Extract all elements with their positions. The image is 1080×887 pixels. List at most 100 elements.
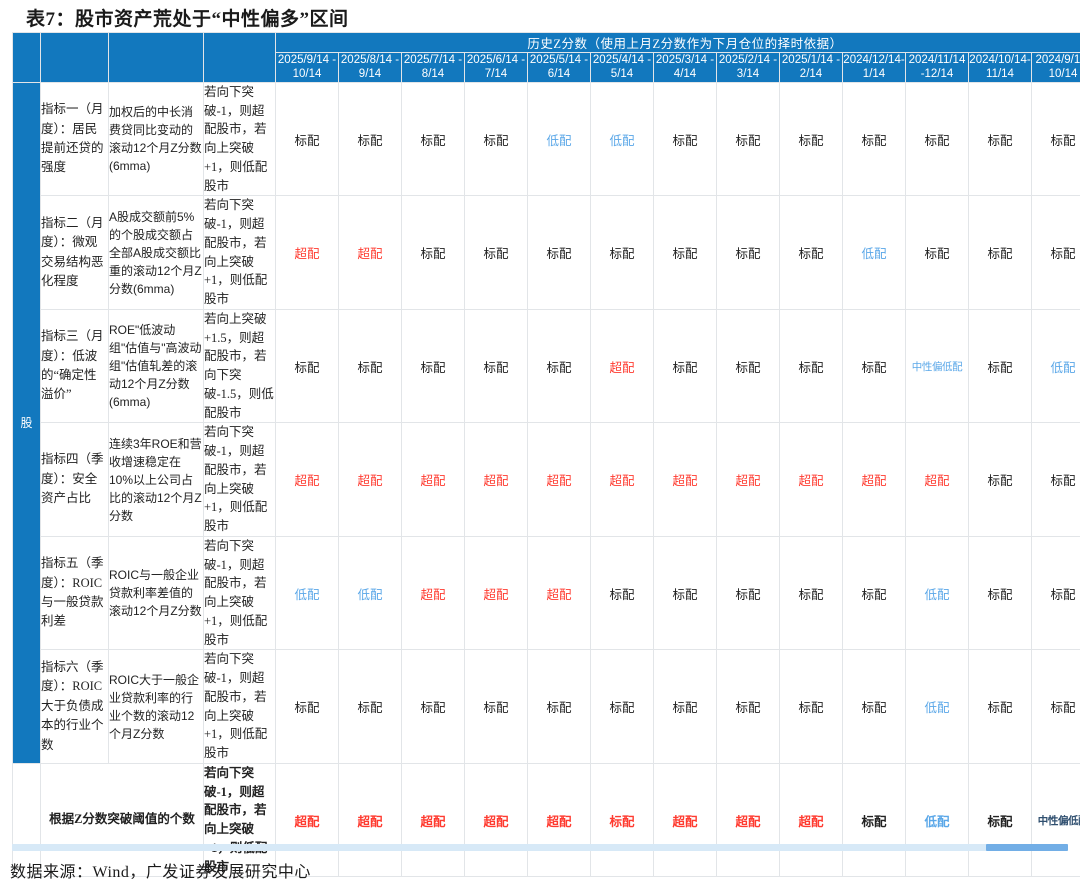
header-period-8: 2025/1/14 - 2/14: [779, 52, 843, 83]
header-period-6: 2025/3/14 - 4/14: [653, 52, 717, 83]
allocation-cell: 标配: [716, 195, 780, 310]
table-row: 指标二（月度）：微观交易结构恶化程度 A股成交额前5%的个股成交额占全部A股成交额…: [13, 195, 1080, 310]
allocation-cell: 标配: [968, 649, 1032, 764]
allocation-cell: 标配: [590, 535, 654, 651]
allocation-cell: 标配: [968, 308, 1032, 424]
header-period-3: 2025/6/14 - 7/14: [464, 52, 528, 83]
allocation-cell: 标配: [401, 81, 465, 197]
table-row: 指标六（季度）：ROIC大于负债成本的行业个数 ROIC大于一般企业贷款利率的行业…: [13, 649, 1080, 764]
row-timing-rule: 若向下突破-1，则超配股市，若向上突破+1，则低配股市: [203, 535, 276, 651]
header-period-12: 2024/9/14- 10/14: [1030, 52, 1080, 83]
header-period-row: 2025/9/14 - 10/14 2025/8/14 - 9/14 2025/…: [13, 52, 1080, 83]
row-indicator-name: 指标五（季度）：ROIC与一般贷款利差: [40, 535, 109, 651]
row-timing-rule: 若向下突破-1，则超配股市，若向上突破+1，则低配股市: [203, 81, 276, 197]
summary-allocation-cell: 超配: [275, 762, 339, 878]
allocation-cell: 超配: [401, 422, 465, 537]
row-indicator-definition: 加权后的中长消费贷同比变动的滚动12个月Z分数(6mma): [108, 81, 204, 197]
allocation-cell: 标配: [779, 649, 843, 764]
allocation-cell: 超配: [464, 422, 528, 537]
row-timing-rule: 若向下突破-1，则超配股市，若向上突破+1，则低配股市: [203, 422, 276, 537]
summary-allocation-cell: 超配: [464, 762, 528, 878]
allocation-cell: 超配: [401, 535, 465, 651]
allocation-cell: 标配: [1030, 195, 1080, 310]
allocation-cell: 超配: [527, 422, 591, 537]
header-period-7: 2025/2/14 - 3/14: [716, 52, 780, 83]
allocation-cell: 标配: [464, 195, 528, 310]
row-indicator-name: 指标四（季度）：安全资产占比: [40, 422, 109, 537]
allocation-cell: 标配: [275, 81, 339, 197]
table-body: 股指标一（月度）：居民提前还贷的强度 加权后的中长消费贷同比变动的滚动12个月Z分…: [12, 81, 1080, 878]
allocation-cell: 标配: [779, 195, 843, 310]
allocation-cell: 标配: [1030, 81, 1080, 197]
allocation-cell: 标配: [464, 649, 528, 764]
allocation-cell: 低配: [842, 195, 906, 310]
allocation-cell: 超配: [905, 422, 969, 537]
header-blank-def: [108, 32, 204, 83]
table-row: 指标三（月度）：低波的“确定性溢价” ROE"低波动组"估值与"高波动组"估值轧差…: [13, 308, 1080, 424]
asset-class-band: 股: [12, 81, 41, 764]
table-row: 指标五（季度）：ROIC与一般贷款利差 ROIC与一般企业贷款利率差值的滚动12个…: [13, 535, 1080, 651]
allocation-cell: 超配: [275, 422, 339, 537]
allocation-cell: 标配: [653, 649, 717, 764]
allocation-cell: 超配: [590, 422, 654, 537]
row-timing-rule: 若向下突破-1，则超配股市，若向上突破+1，则低配股市: [203, 195, 276, 310]
summary-band-spacer: [12, 762, 41, 878]
allocation-cell: 超配: [590, 308, 654, 424]
header-period-10: 2024/11/14 -12/14: [905, 52, 969, 83]
allocation-cell: 标配: [653, 308, 717, 424]
allocation-cell: 中性偏低配: [905, 308, 969, 424]
page-title: 表7：股市资产荒处于“中性偏多”区间: [26, 9, 349, 30]
header-period-9: 2024/12/14- 1/14: [842, 52, 906, 83]
summary-allocation-cell: 超配: [779, 762, 843, 878]
allocation-cell: 标配: [653, 535, 717, 651]
allocation-cell: 标配: [716, 308, 780, 424]
allocation-cell: 标配: [338, 81, 402, 197]
source-note: 数据来源：Wind，广发证券发展研究中心: [10, 864, 311, 881]
header-period-4: 2025/5/14 - 6/14: [527, 52, 591, 83]
allocation-cell: 超配: [653, 422, 717, 537]
allocation-cell: 标配: [401, 308, 465, 424]
row-indicator-definition: A股成交额前5%的个股成交额占全部A股成交额比重的滚动12个月Z分数(6mma): [108, 195, 204, 310]
header-period-5: 2025/4/14 - 5/14: [590, 52, 654, 83]
allocation-cell: 标配: [527, 195, 591, 310]
header-period-11: 2024/10/14- 11/14: [968, 52, 1032, 83]
allocation-cell: 标配: [842, 308, 906, 424]
allocation-cell: 标配: [527, 308, 591, 424]
table-row: 指标四（季度）：安全资产占比 连续3年ROE和营收增速稳定在10%以上公司占比的滚…: [13, 422, 1080, 537]
horizontal-scrollbar[interactable]: [12, 844, 1068, 851]
summary-allocation-cell: 超配: [716, 762, 780, 878]
allocation-cell: 标配: [968, 535, 1032, 651]
summary-allocation-cell: 超配: [338, 762, 402, 878]
allocation-cell: 标配: [968, 422, 1032, 537]
allocation-cell: 标配: [968, 81, 1032, 197]
summary-allocation-cell: 标配: [968, 762, 1032, 878]
allocation-cell: 标配: [1030, 649, 1080, 764]
header-blank-rule: [203, 32, 276, 83]
allocation-cell: 超配: [338, 422, 402, 537]
allocation-cell: 标配: [842, 81, 906, 197]
allocation-cell: 标配: [779, 308, 843, 424]
allocation-cell: 标配: [275, 308, 339, 424]
summary-allocation-cell: 超配: [401, 762, 465, 878]
allocation-cell: 标配: [401, 195, 465, 310]
allocation-cell: 标配: [716, 649, 780, 764]
allocation-cell: 超配: [275, 195, 339, 310]
table-row: 股指标一（月度）：居民提前还贷的强度 加权后的中长消费贷同比变动的滚动12个月Z分…: [12, 81, 1080, 764]
row-indicator-definition: ROIC大于一般企业贷款利率的行业个数的滚动12个月Z分数: [108, 649, 204, 764]
row-indicator-name: 指标六（季度）：ROIC大于负债成本的行业个数: [40, 649, 109, 764]
summary-row: 根据Z分数突破阈值的个数若向下突破-1，则超配股市，若向上突破+1，则低配股市超…: [12, 762, 1080, 878]
scrollbar-thumb[interactable]: [986, 844, 1068, 851]
header-period-1: 2025/8/14 - 9/14: [338, 52, 402, 83]
row-indicator-name: 指标二（月度）：微观交易结构恶化程度: [40, 195, 109, 310]
allocation-cell: 标配: [716, 81, 780, 197]
allocation-cell: 低配: [590, 81, 654, 197]
header-blank-name: [40, 32, 109, 83]
allocation-cell: 标配: [464, 81, 528, 197]
header-group-title: 历史Z分数（使用上月Z分数作为下月仓位的择时依据）: [274, 32, 1080, 53]
header-group-row: 历史Z分数（使用上月Z分数作为下月仓位的择时依据）: [12, 32, 1080, 83]
row-timing-rule: 若向上突破+1.5，则超配股市，若向下突破-1.5，则低配股市: [203, 308, 276, 424]
allocation-cell: 低配: [527, 81, 591, 197]
allocation-cell: 标配: [905, 195, 969, 310]
allocation-cell: 标配: [527, 649, 591, 764]
row-indicator-definition: 连续3年ROE和营收增速稳定在10%以上公司占比的滚动12个月Z分数: [108, 422, 204, 537]
